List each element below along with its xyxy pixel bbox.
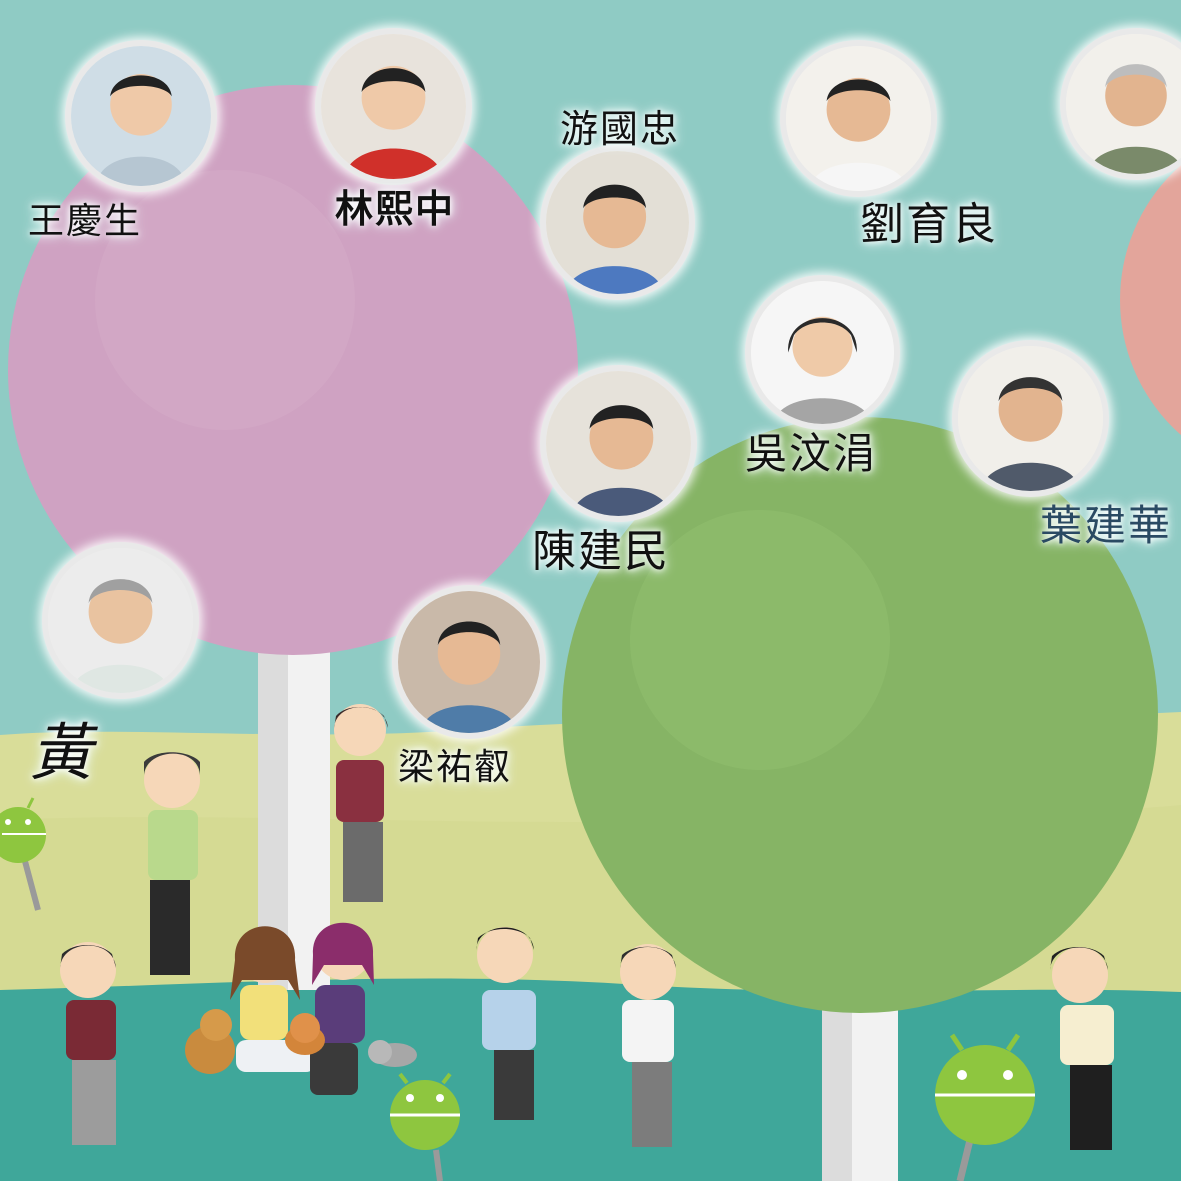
android-lollipop-middle [390,1072,460,1150]
cartoon-man-white-shirt [620,944,676,1147]
person-avatar-icon [958,346,1103,491]
person-avatar-icon [48,548,193,693]
name-liang: 梁祐叡 [398,747,513,788]
person-avatar-icon [546,151,689,294]
person-avatar-icon [751,281,894,424]
cartoon-woman-yellow [230,926,316,1072]
cartoon-man-maroon-shirt [334,704,388,902]
cartoon-man-waving [1050,947,1114,1150]
person-avatar-icon [71,46,211,186]
android-lollipop-right [935,1033,1035,1145]
portrait-liu [780,40,937,197]
name-wu: 吳汶涓 [745,429,878,478]
name-lin: 林熙中 [335,187,456,231]
person-avatar-icon [546,371,691,516]
name-liu: 劉育良 [860,199,998,250]
cartoon-cat-orange-1 [185,1009,235,1074]
person-avatar-icon [321,34,466,179]
cartoon-cat-orange-2 [285,1013,325,1055]
name-you: 游國忠 [560,107,681,151]
portrait-elder-right [1060,28,1181,180]
name-chen: 陳建民 [532,526,670,577]
portrait-you [540,145,695,300]
portrait-wu [745,275,900,430]
name-wang: 王慶生 [28,201,143,242]
cartoon-man-striped-shirt [476,927,536,1120]
portrait-huang [42,542,199,699]
cartoon-woman-purple [310,922,374,1095]
name-ye: 葉建華 [1040,501,1173,550]
person-avatar-icon [398,591,540,733]
android-lollipop-left [0,797,46,863]
name-huang: 黃 [30,716,95,789]
portrait-chen [540,365,697,522]
cartoon-cat-gray [368,1040,417,1067]
person-avatar-icon [786,46,931,191]
cartoon-man-crossed-arms [144,752,200,975]
person-avatar-icon [1066,34,1181,174]
salmon-tree-canopy [1120,164,1181,436]
portrait-lin [315,28,472,185]
portrait-wang [65,40,217,192]
portrait-ye [952,340,1109,497]
portrait-liang [392,585,546,739]
cartoon-man-vest [60,942,116,1145]
